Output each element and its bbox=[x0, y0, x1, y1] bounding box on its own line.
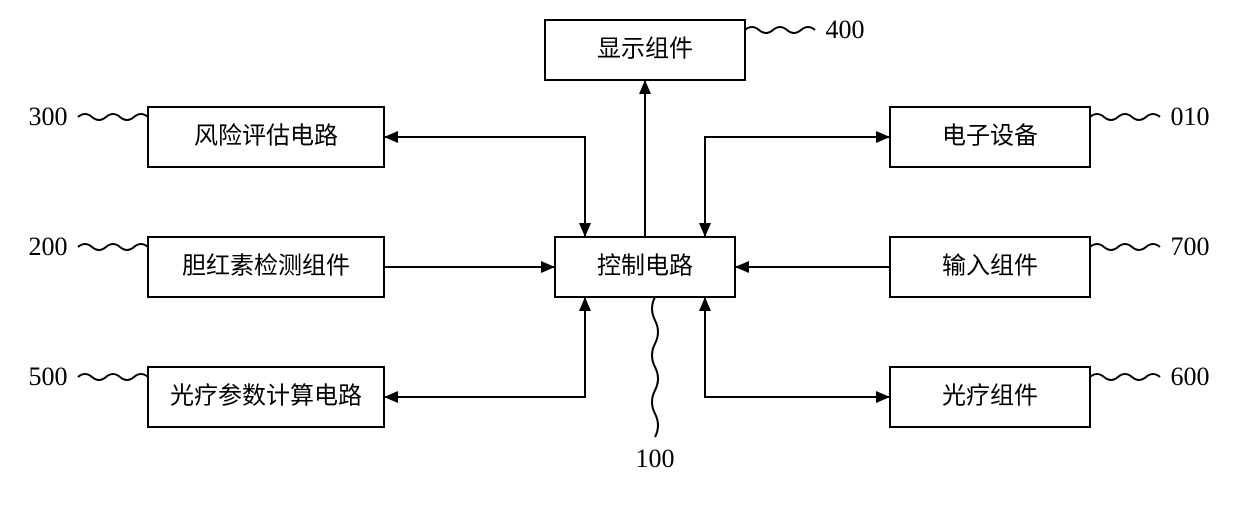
ref-600: 600 bbox=[1171, 362, 1210, 391]
arrow-head bbox=[384, 391, 398, 403]
ref-010: 010 bbox=[1171, 102, 1210, 131]
ref-100: 100 bbox=[636, 444, 675, 473]
node-label: 显示组件 bbox=[597, 36, 693, 63]
edge bbox=[384, 297, 585, 397]
ref-squiggle bbox=[745, 27, 815, 33]
arrow-head bbox=[541, 261, 555, 273]
ref-squiggle bbox=[652, 297, 658, 437]
arrow-head bbox=[579, 223, 591, 237]
ref-squiggle bbox=[1090, 244, 1160, 250]
ref-400: 400 bbox=[826, 15, 865, 44]
arrow-head bbox=[876, 391, 890, 403]
arrow-head bbox=[699, 223, 711, 237]
block-diagram: 显示组件 400 风险评估电路 300 电子设备 010 胆红素检测组件 200 控制电路 100… bbox=[0, 0, 1239, 516]
node-label: 风险评估电路 bbox=[194, 123, 338, 150]
arrow-head bbox=[384, 131, 398, 143]
node-photo_p: 光疗参数计算电路 500 bbox=[29, 362, 385, 427]
node-ctrl: 控制电路 100 bbox=[555, 237, 735, 473]
node-input: 输入组件 700 bbox=[890, 232, 1210, 297]
edge bbox=[705, 297, 890, 397]
ref-squiggle bbox=[78, 374, 148, 380]
arrow-head bbox=[876, 131, 890, 143]
node-label: 光疗参数计算电路 bbox=[170, 383, 362, 410]
node-label: 光疗组件 bbox=[942, 383, 1038, 410]
edge bbox=[384, 137, 585, 237]
ref-squiggle bbox=[1090, 114, 1160, 120]
node-bili: 胆红素检测组件 200 bbox=[29, 232, 385, 297]
ref-200: 200 bbox=[29, 232, 68, 261]
arrow-head bbox=[639, 80, 651, 94]
arrow-head bbox=[735, 261, 749, 273]
ref-700: 700 bbox=[1171, 232, 1210, 261]
node-label: 电子设备 bbox=[942, 123, 1038, 150]
ref-squiggle bbox=[1090, 374, 1160, 380]
node-photo_c: 光疗组件 600 bbox=[890, 362, 1210, 427]
ref-500: 500 bbox=[29, 362, 68, 391]
ref-squiggle bbox=[78, 114, 148, 120]
node-label: 胆红素检测组件 bbox=[182, 253, 350, 280]
node-edev: 电子设备 010 bbox=[890, 102, 1210, 167]
ref-squiggle bbox=[78, 244, 148, 250]
node-display: 显示组件 400 bbox=[545, 15, 865, 80]
edge bbox=[705, 137, 890, 237]
arrow-head bbox=[699, 297, 711, 311]
node-label: 输入组件 bbox=[942, 253, 1038, 280]
ref-300: 300 bbox=[29, 102, 68, 131]
node-label: 控制电路 bbox=[597, 253, 693, 280]
arrow-head bbox=[579, 297, 591, 311]
node-risk: 风险评估电路 300 bbox=[29, 102, 385, 167]
